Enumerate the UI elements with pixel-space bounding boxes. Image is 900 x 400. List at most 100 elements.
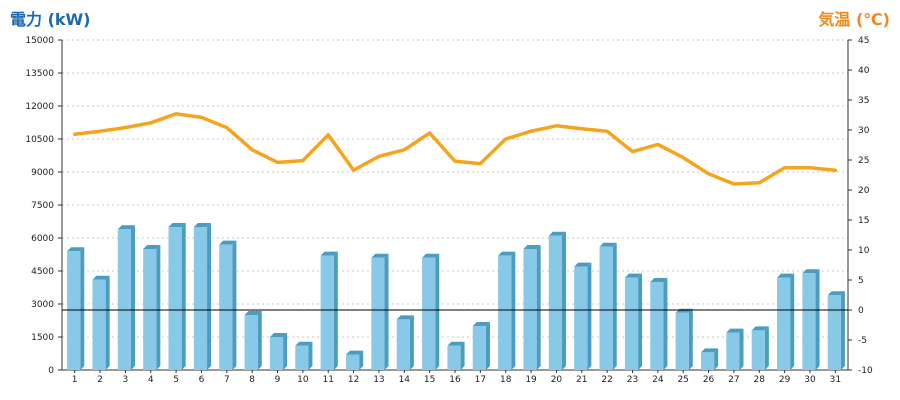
bar (168, 227, 182, 370)
bar-side (790, 273, 795, 370)
bar-top (498, 251, 516, 256)
x-tick-label: 14 (399, 375, 411, 385)
x-tick-label: 19 (525, 375, 537, 385)
bar-top (269, 333, 288, 337)
x-tick-label: 6 (199, 375, 205, 385)
bar-side (333, 251, 338, 370)
bar-top (345, 350, 364, 355)
x-tick-label: 7 (224, 375, 230, 385)
bar-side (80, 247, 85, 370)
bar-side (409, 315, 414, 370)
bar-side (384, 253, 389, 370)
bar (827, 295, 841, 370)
x-tick-label: 13 (373, 375, 384, 385)
x-tick-label: 21 (576, 375, 587, 385)
bar (92, 279, 106, 370)
bar-top (422, 253, 440, 258)
bar (700, 352, 715, 370)
bar-side (460, 341, 465, 370)
bar-side (130, 225, 135, 370)
bar-side (308, 341, 313, 370)
bar (67, 251, 81, 370)
bar-side (764, 326, 769, 370)
bar (396, 319, 410, 370)
bar-top (92, 275, 110, 280)
bar-side (815, 269, 820, 370)
x-tick-label: 31 (830, 375, 841, 385)
bar-top (117, 225, 135, 230)
x-tick-label: 1 (72, 375, 78, 385)
y-left-tick-label: 1500 (31, 333, 54, 343)
y-left-tick-label: 12000 (25, 102, 54, 112)
bar-side (612, 242, 617, 370)
bar (345, 354, 360, 370)
y-left-tick-label: 0 (48, 366, 54, 376)
bar-side (232, 240, 237, 370)
bar-side (663, 278, 668, 370)
x-tick-label: 3 (123, 375, 129, 385)
bar-top (751, 326, 769, 331)
bar-top (650, 278, 668, 282)
bar-top (523, 245, 541, 249)
bar-side (156, 245, 161, 370)
bar (244, 315, 258, 370)
y-right-tick-label: 0 (858, 306, 864, 316)
x-tick-label: 9 (275, 375, 281, 385)
x-tick-label: 5 (173, 375, 179, 385)
y-right-tick-label: 5 (858, 276, 864, 286)
x-tick-label: 26 (703, 375, 715, 385)
bar (117, 229, 131, 370)
x-tick-label: 22 (601, 375, 612, 385)
bar (599, 246, 613, 370)
y-right-axis-title: 気温 (℃) (818, 10, 890, 29)
y-left-tick-label: 15000 (25, 36, 54, 46)
x-tick-label: 10 (297, 375, 309, 385)
bar-top (244, 311, 262, 315)
bar-top (777, 273, 795, 278)
y-right-tick-label: 30 (858, 126, 870, 136)
y-right-tick-label: 25 (858, 156, 869, 166)
y-right-tick-label: 45 (858, 36, 869, 46)
y-left-tick-label: 7500 (31, 201, 54, 211)
bar-side (283, 333, 288, 370)
bar-side (485, 322, 490, 370)
bar (574, 266, 588, 370)
bar (295, 345, 309, 370)
bar-side (207, 223, 212, 370)
bar-top (193, 223, 212, 227)
bar-top (827, 291, 845, 296)
y-left-tick-label: 13500 (25, 69, 54, 79)
bar-side (105, 275, 110, 370)
bar (624, 277, 639, 370)
bar-top (574, 262, 592, 267)
bar-top (700, 348, 719, 353)
y-right-tick-label: 20 (858, 186, 870, 196)
bar-side (714, 348, 719, 370)
y-right-tick-label: -10 (858, 366, 873, 376)
bar-side (511, 251, 516, 370)
bar-top (168, 223, 186, 227)
bar-top (726, 328, 744, 333)
y-right-tick-label: 10 (858, 246, 870, 256)
bar-top (396, 315, 414, 320)
x-tick-label: 2 (97, 375, 103, 385)
y-left-tick-label: 3000 (31, 300, 54, 310)
x-tick-label: 16 (449, 375, 461, 385)
x-tick-label: 15 (424, 375, 435, 385)
x-tick-label: 4 (148, 375, 154, 385)
x-tick-label: 27 (728, 375, 739, 385)
x-tick-label: 25 (677, 375, 688, 385)
y-right-tick-label: -5 (858, 336, 867, 346)
y-left-tick-label: 9000 (31, 168, 54, 178)
bar-side (181, 223, 186, 370)
bar-top (472, 322, 490, 326)
bar-side (435, 253, 440, 370)
x-tick-label: 30 (804, 375, 816, 385)
x-tick-label: 29 (779, 375, 791, 385)
x-tick-label: 12 (348, 375, 359, 385)
bar (802, 273, 816, 370)
bar (371, 257, 385, 370)
bar-top (67, 247, 85, 252)
bar-side (840, 291, 845, 370)
